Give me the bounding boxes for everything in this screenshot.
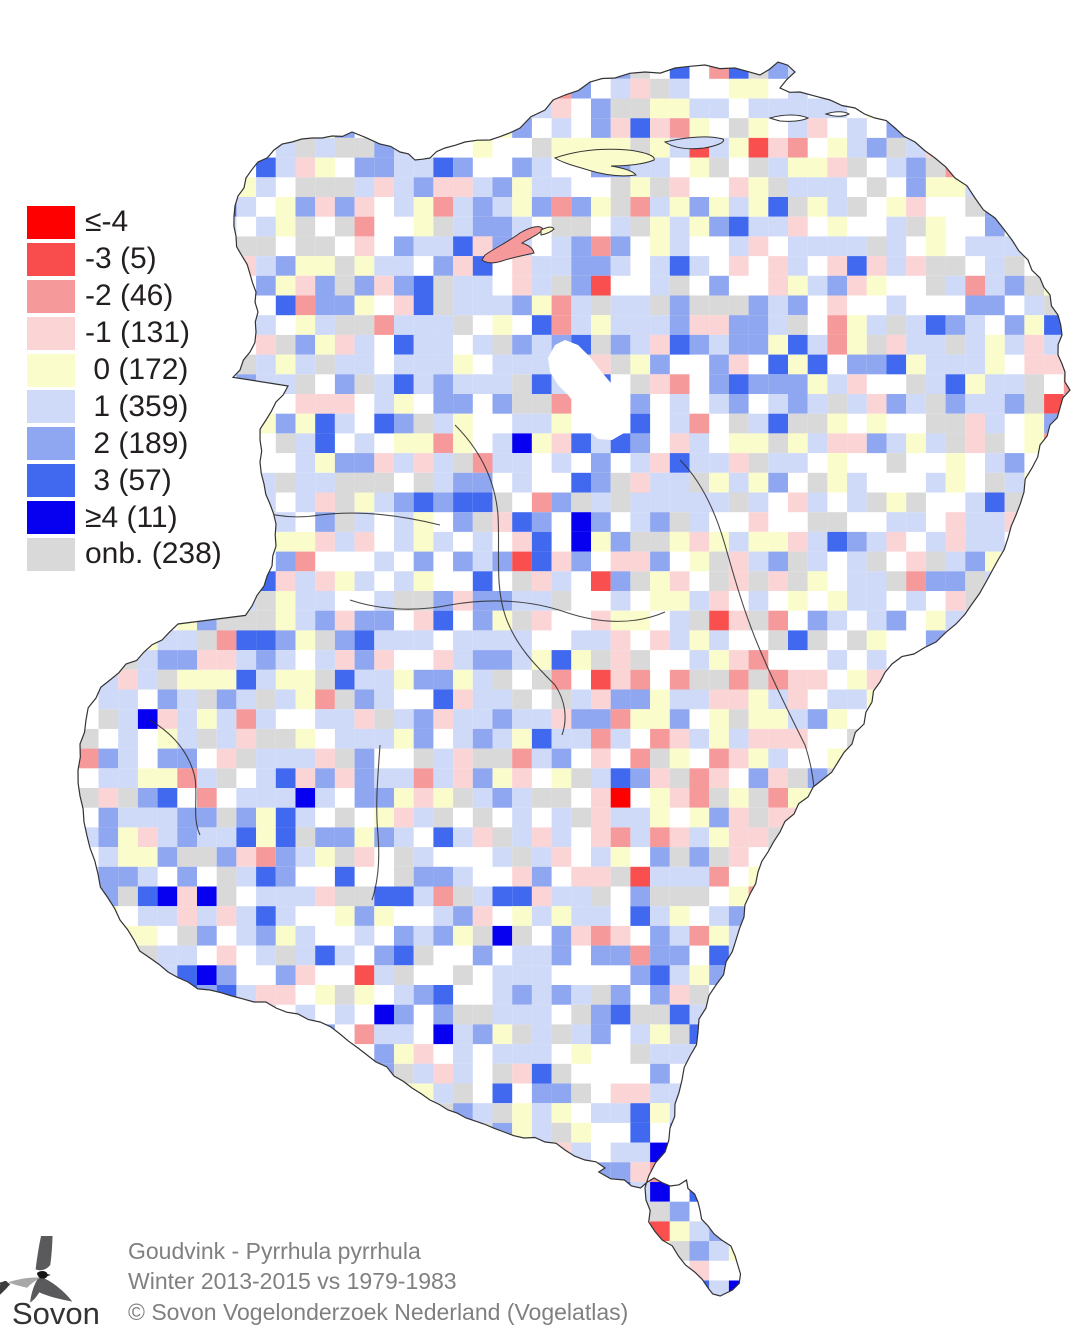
svg-text:Sovon: Sovon [12, 1296, 100, 1331]
